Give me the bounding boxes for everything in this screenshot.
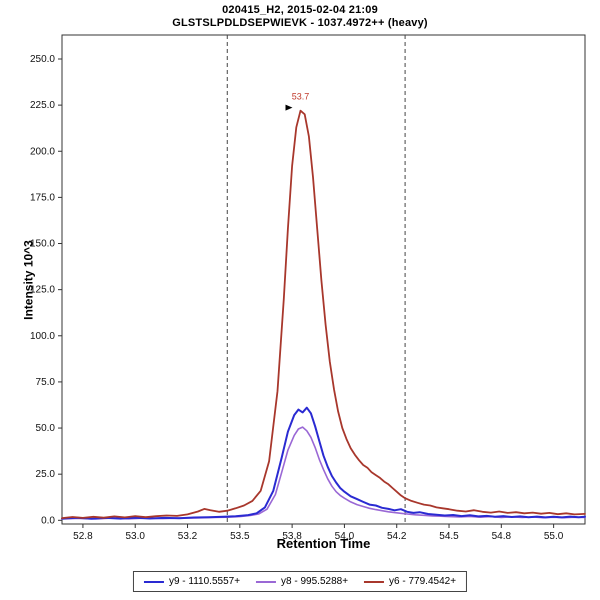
legend-item: y9 - 1110.5557+	[143, 576, 241, 587]
x-tick-label: 54.2	[387, 531, 407, 542]
x-tick-label: 52.8	[73, 531, 93, 542]
x-tick-label: 53.2	[178, 531, 198, 542]
x-tick-label: 54.8	[492, 531, 512, 542]
x-tick-label: 54.5	[439, 531, 459, 542]
y-tick-label: 0.0	[41, 515, 55, 526]
chromatogram-trace[interactable]	[61, 109, 586, 519]
y-tick-label: 100.0	[30, 331, 55, 342]
legend-label: y6 - 779.4542+	[389, 576, 457, 587]
y-tick-label: 125.0	[30, 285, 55, 296]
series-line-swatch-icon	[364, 580, 385, 583]
y-tick-label: 50.0	[36, 423, 56, 434]
peak-retention-time-label[interactable]: 53.7	[292, 92, 310, 102]
y-tick-label: 200.0	[30, 146, 55, 157]
legend-label: y9 - 1110.5557+	[168, 576, 241, 587]
chart-title-line1: 020415_H2, 2015-02-04 21:09	[222, 4, 378, 16]
chromatogram-trace[interactable]	[61, 406, 586, 520]
x-tick-label: 53.8	[282, 531, 302, 542]
x-tick-label: 55.0	[544, 531, 564, 542]
chart-title-line2: GLSTSLPDLDSEPWIEVK - 1037.4972++ (heavy)	[172, 17, 428, 29]
plot-border	[61, 34, 586, 525]
y-tick-label: 175.0	[30, 192, 55, 203]
y-tick-label: 250.0	[30, 54, 55, 65]
x-tick-label: 54.0	[335, 531, 355, 542]
y-tick-label: 225.0	[30, 100, 55, 111]
y-tick-label: 150.0	[30, 239, 55, 250]
legend-label: y8 - 995.5288+	[281, 576, 349, 587]
series-line-swatch-icon	[143, 580, 164, 583]
legend-item: y8 - 995.5288+	[256, 576, 348, 587]
peak-arrow-icon	[285, 104, 293, 111]
x-tick-label: 53.0	[125, 531, 145, 542]
chromatogram-trace[interactable]	[61, 426, 586, 520]
legend-item: y6 - 779.4542+	[364, 576, 456, 587]
x-axis-title: Retention Time	[276, 536, 371, 551]
legend: y9 - 1110.5557+ y8 - 995.5288+ y6 - 779.…	[132, 571, 468, 592]
y-tick-label: 75.0	[36, 377, 56, 388]
x-tick-label: 53.5	[230, 531, 250, 542]
y-tick-label: 25.0	[36, 469, 56, 480]
series-line-swatch-icon	[256, 580, 277, 583]
